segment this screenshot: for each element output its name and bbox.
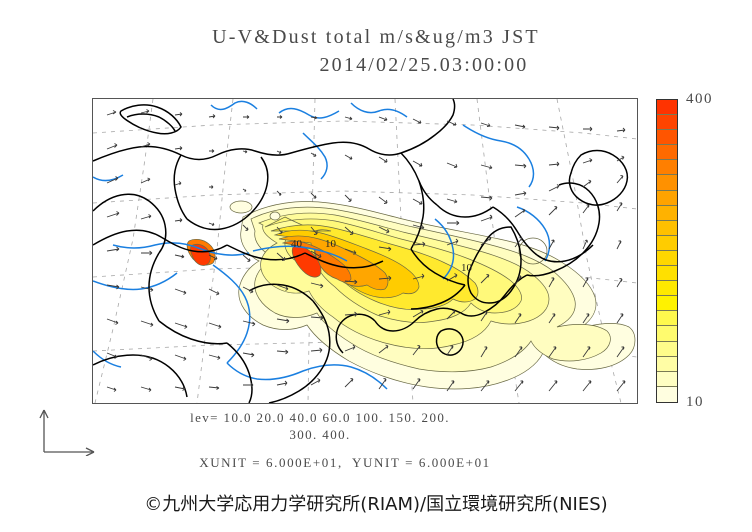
contour-label-10-a: 10 — [325, 238, 337, 250]
colorbar-band — [657, 296, 677, 312]
levels-line-2: 300. 400. — [289, 427, 351, 442]
colorbar-band — [657, 250, 677, 267]
dust-colorbar — [656, 99, 678, 403]
units-line: XUNIT = 6.000E+01, YUNIT = 6.000E+01 — [199, 455, 491, 470]
colorbar-band — [657, 386, 677, 402]
contour-labels: 40 10 10 — [291, 238, 473, 274]
dust-minor-blobs — [229, 200, 548, 265]
colorbar-min-label: 10 — [686, 394, 704, 410]
rivers-and-lakes — [93, 100, 551, 390]
colorbar-band — [657, 100, 677, 116]
colorbar-band — [657, 326, 677, 342]
contour-label-10-b: 10 — [461, 262, 473, 274]
map-plot-area: 40 10 10 — [92, 98, 638, 404]
levels-line-1: lev= 10.0 20.0 40.0 60.0 100. 150. 200. — [190, 410, 450, 425]
colorbar-band — [657, 356, 677, 372]
colorbar-band — [657, 130, 677, 146]
contour-label-40: 40 — [291, 238, 303, 250]
colorbar-band — [657, 175, 677, 191]
colorbar-band — [657, 371, 677, 387]
colorbar-band — [657, 311, 677, 327]
colorbar-band — [657, 190, 677, 206]
vector-scale-legend — [36, 404, 98, 457]
colorbar-band — [657, 115, 677, 131]
colorbar-band — [657, 205, 677, 221]
wind-vector-field — [106, 109, 626, 392]
colorbar-band — [657, 266, 677, 282]
colorbar-band — [657, 220, 677, 236]
figure-title: U-V&Dust total m/s&ug/m3 JST — [212, 26, 540, 48]
copyright-credit: ©九州大学応用力学研究所(RIAM)/国立環境研究所(NIES) — [144, 494, 608, 515]
colorbar-band — [657, 281, 677, 297]
dust-concentration-contours — [186, 201, 636, 390]
colorbar-band — [657, 341, 677, 357]
figure-timestamp: 2014/02/25.03:00:00 — [319, 54, 529, 76]
colorbar-band — [657, 235, 677, 251]
colorbar-max-label: 400 — [686, 91, 713, 107]
colorbar-band — [657, 145, 677, 161]
coastlines-and-borders — [93, 99, 629, 403]
colorbar-band — [657, 160, 677, 176]
